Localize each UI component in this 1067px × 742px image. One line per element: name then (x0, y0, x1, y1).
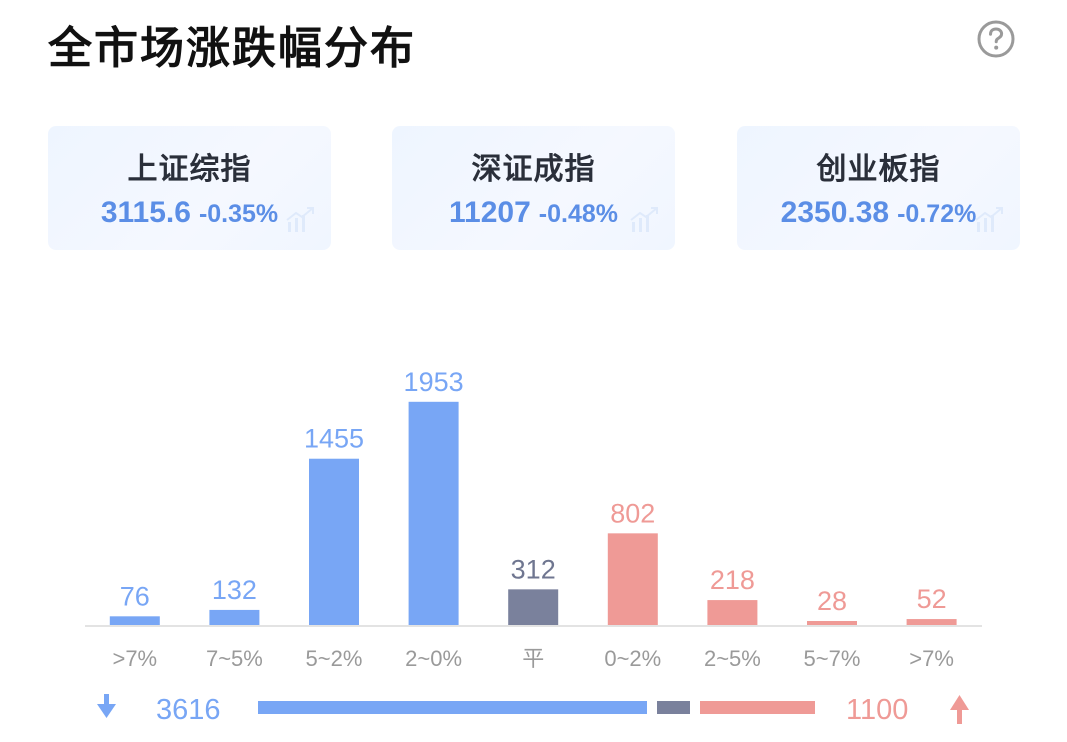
tick-label-4: 平 (522, 647, 544, 672)
data-label-2: 1455 (304, 424, 364, 454)
tick-label-6: 2~5% (704, 646, 761, 671)
index-value: 11207 (449, 196, 531, 229)
bar-7 (807, 621, 857, 625)
index-change: -0.48% (538, 200, 618, 228)
tick-label-3: 2~0% (405, 646, 462, 671)
question-circle-icon[interactable] (976, 19, 1016, 59)
tick-label-1: 7~5% (206, 646, 263, 671)
bar-1 (209, 609, 260, 625)
page-title: 全市场涨跌幅分布 (48, 23, 416, 74)
data-label-7: 28 (817, 586, 847, 616)
up-down-summary: 3616 1100 (97, 694, 969, 726)
index-change: -0.72% (897, 200, 977, 228)
bar-4 (508, 589, 559, 625)
data-label-8: 52 (917, 584, 947, 614)
tick-label-7: 5~7% (804, 646, 861, 671)
tick-label-2: 5~2% (306, 646, 363, 671)
index-value: 2350.38 (780, 196, 890, 229)
arrow-down-icon (97, 694, 116, 718)
data-label-3: 1953 (404, 367, 464, 397)
trend-chart-icon (286, 207, 314, 232)
index-name: 深证成指 (471, 152, 596, 187)
bar-3 (408, 401, 459, 625)
tick-label-0: >7% (112, 646, 157, 671)
trend-chart-icon (975, 207, 1003, 232)
index-name: 上证综指 (127, 152, 252, 187)
tick-label-8: >7% (909, 646, 954, 671)
index-change: -0.35% (198, 200, 279, 228)
bar-8 (906, 619, 957, 625)
down-proportion-bar (258, 701, 647, 714)
data-label-6: 218 (710, 565, 755, 595)
index-quote: 11207 -0.48% (392, 196, 675, 230)
tick-label-5: 0~2% (604, 646, 661, 671)
bar-5 (607, 533, 658, 625)
index-card-shenzhen[interactable]: 深证成指 11207 -0.48% (392, 126, 675, 250)
index-quote: 3115.6 -0.35% (48, 196, 331, 230)
flat-proportion-bar (657, 701, 690, 714)
down-count: 3616 (156, 694, 221, 726)
bar-6 (707, 600, 758, 625)
data-label-5: 802 (610, 498, 655, 528)
index-card-shanghai[interactable]: 上证综指 3115.6 -0.35% (48, 126, 331, 250)
data-label-0: 76 (120, 581, 150, 611)
arrow-up-icon (950, 695, 969, 724)
index-value: 3115.6 (100, 196, 191, 229)
trend-chart-icon (630, 207, 658, 232)
data-label-4: 312 (511, 554, 556, 584)
data-label-1: 132 (212, 575, 257, 605)
index-card-chinext[interactable]: 创业板指 2350.38 -0.72% (737, 126, 1020, 250)
index-name: 创业板指 (816, 152, 941, 187)
up-proportion-bar (700, 701, 815, 714)
bar-2 (309, 458, 359, 625)
bar-0 (109, 616, 160, 625)
index-quote: 2350.38 -0.72% (737, 196, 1020, 230)
up-count: 1100 (846, 694, 908, 726)
distribution-bar-chart: 76 >7% 132 7~5% 1455 5~2% 1953 2~0% 312 平 802 0~2% 2… (85, 367, 982, 672)
